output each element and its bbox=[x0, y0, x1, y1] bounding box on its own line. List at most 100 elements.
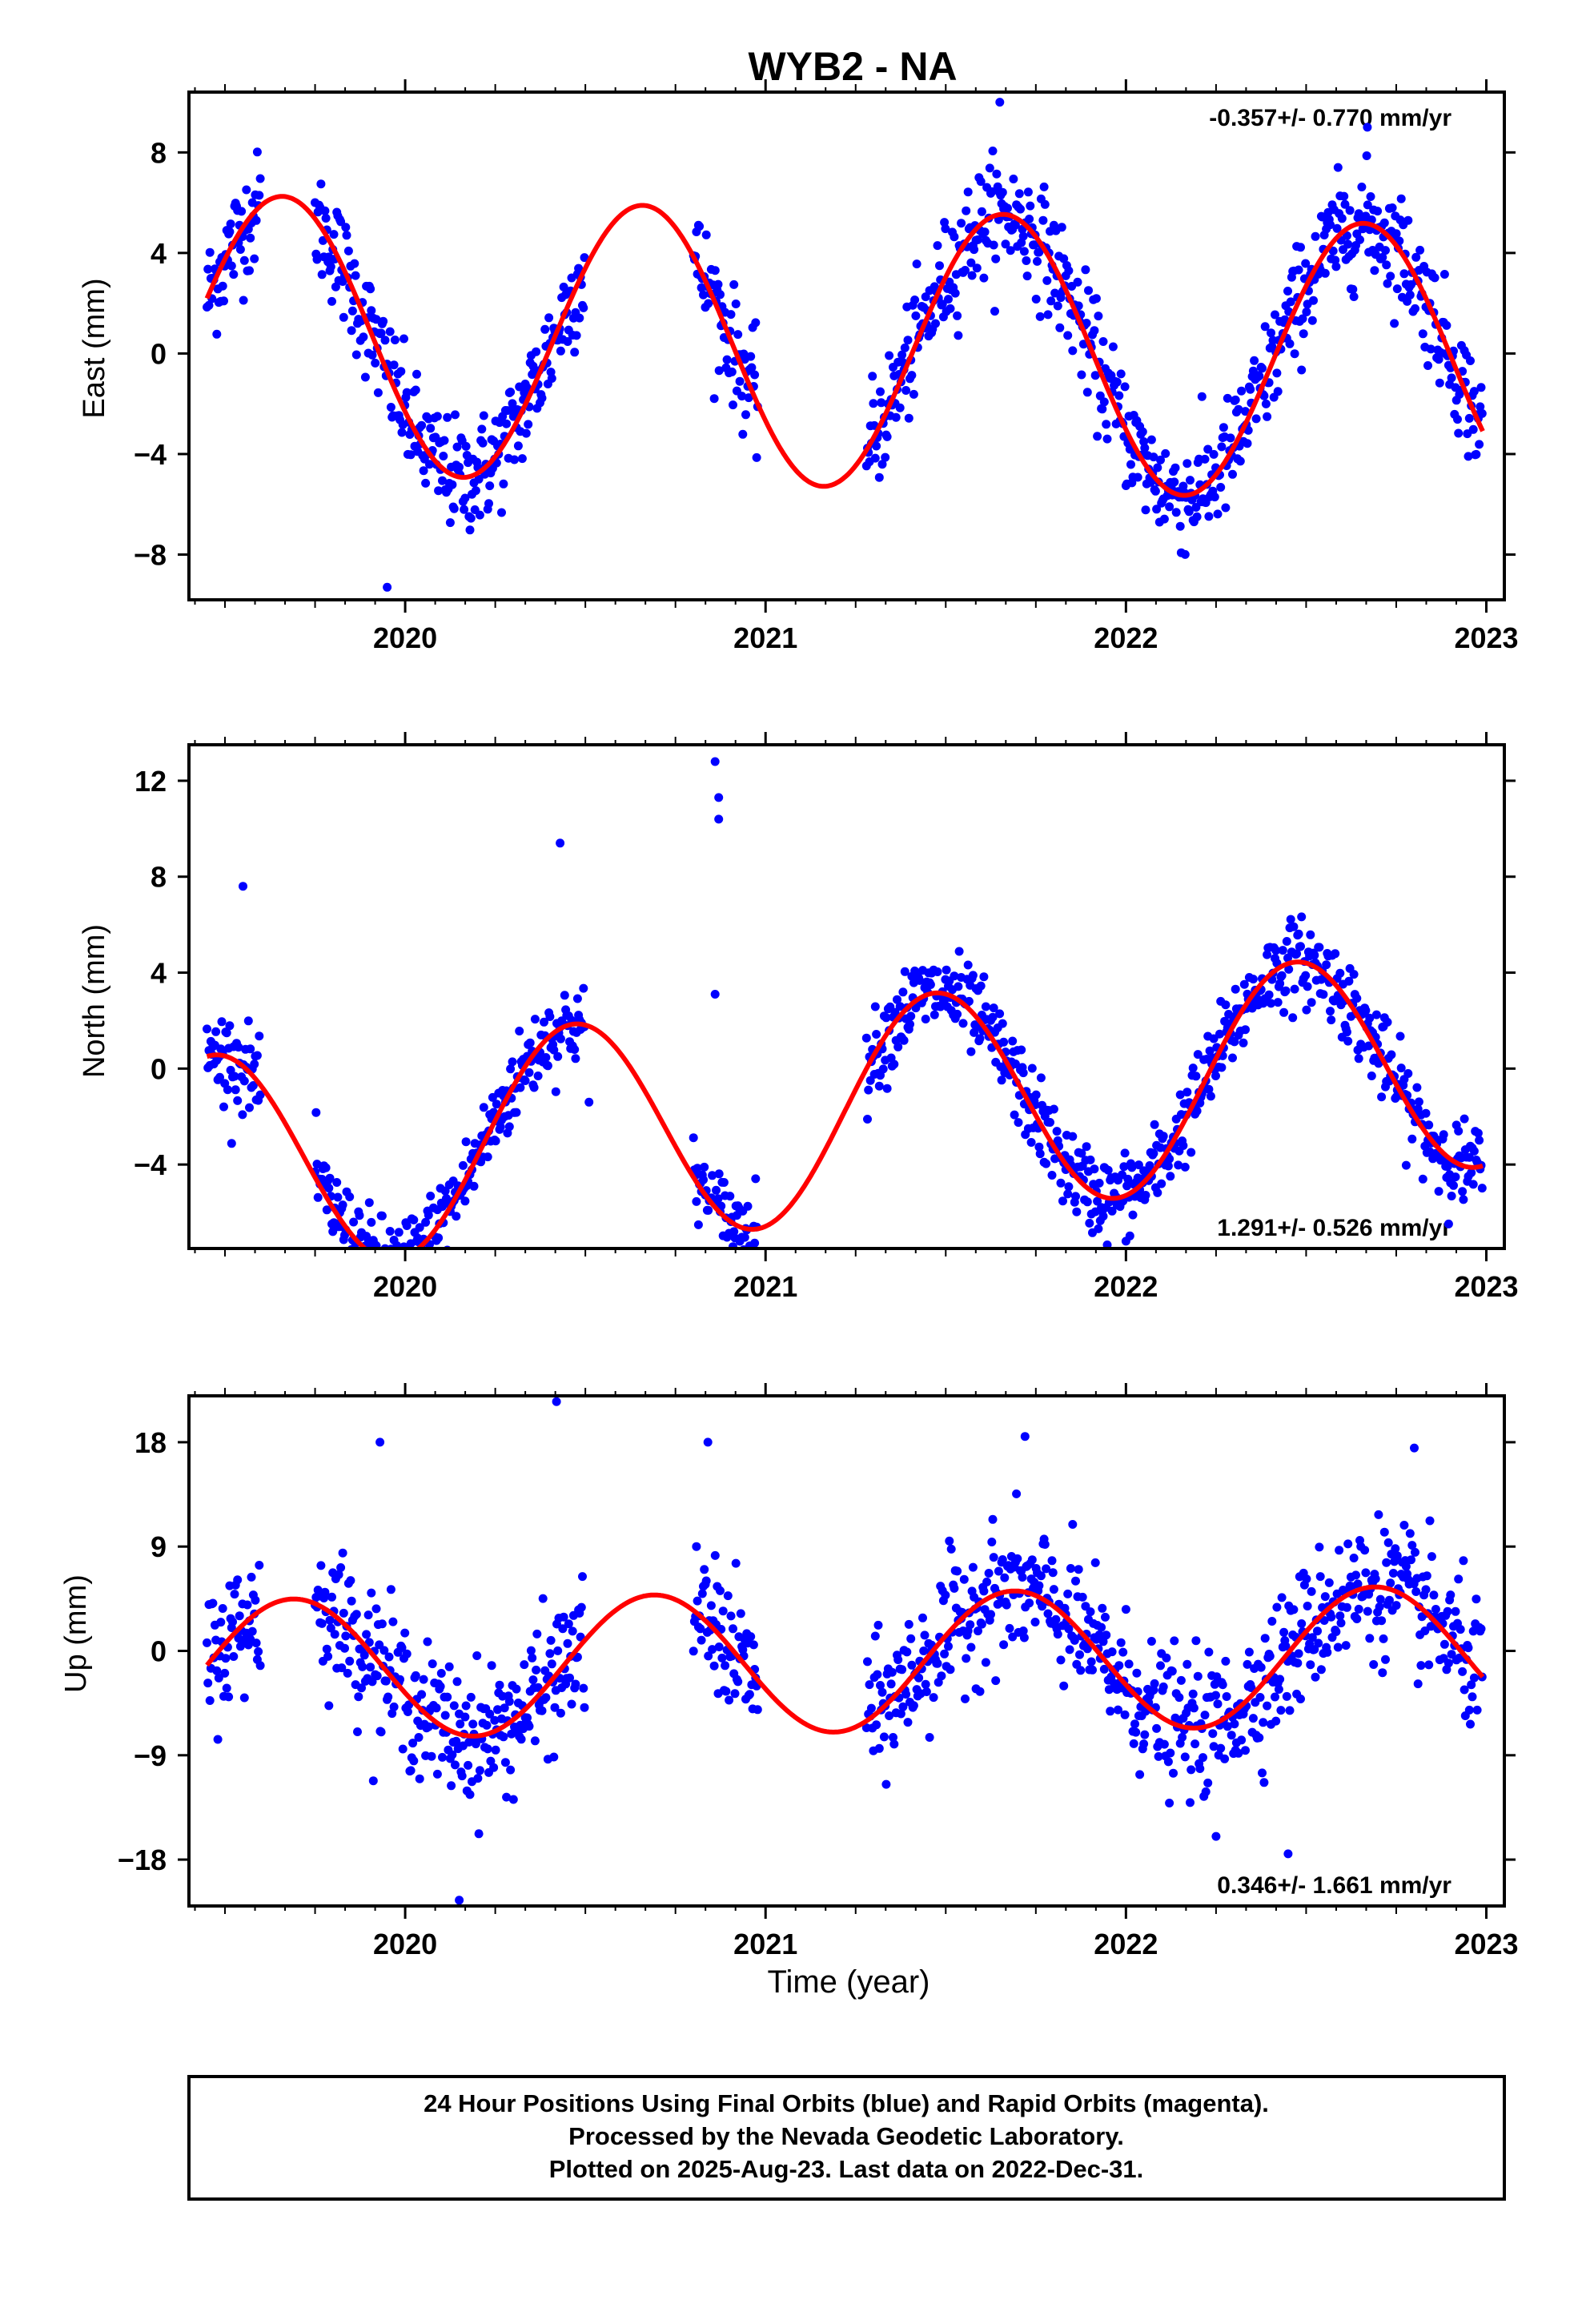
east-point bbox=[1250, 356, 1259, 365]
north-point bbox=[540, 1017, 548, 1027]
up-point bbox=[541, 1693, 551, 1703]
up-y-tick-label: 18 bbox=[135, 1426, 167, 1459]
east-point bbox=[449, 504, 459, 513]
east-point bbox=[255, 174, 265, 183]
north-point bbox=[549, 1045, 559, 1055]
up-point bbox=[1218, 1680, 1227, 1690]
north-point bbox=[1231, 984, 1240, 994]
up-point bbox=[1281, 1642, 1291, 1651]
north-point bbox=[1424, 1120, 1434, 1130]
east-point bbox=[1200, 454, 1210, 464]
north-point bbox=[219, 1102, 228, 1112]
up-point bbox=[696, 1624, 705, 1634]
up-point bbox=[959, 1574, 969, 1584]
east-point bbox=[1035, 312, 1045, 321]
up-point bbox=[1425, 1516, 1435, 1526]
up-point bbox=[1349, 1554, 1359, 1562]
north-point bbox=[1228, 1053, 1237, 1063]
up-point bbox=[1102, 1630, 1111, 1640]
up-point bbox=[255, 1661, 265, 1671]
up-point bbox=[1135, 1770, 1145, 1779]
up-point bbox=[1407, 1541, 1417, 1550]
up-point bbox=[1431, 1605, 1440, 1614]
north-point bbox=[719, 1178, 729, 1187]
east-point bbox=[556, 346, 565, 356]
north-point bbox=[1047, 1171, 1057, 1180]
north-point bbox=[239, 1076, 249, 1086]
east-point bbox=[988, 147, 998, 155]
north-point bbox=[579, 983, 588, 993]
up-point bbox=[1313, 1626, 1322, 1636]
north-point bbox=[1454, 1126, 1464, 1136]
north-point bbox=[1206, 1092, 1215, 1101]
east-point bbox=[406, 450, 416, 460]
north-point bbox=[252, 1051, 262, 1060]
up-point bbox=[1375, 1602, 1384, 1611]
up-point bbox=[322, 1644, 331, 1654]
north-point bbox=[1279, 1007, 1289, 1017]
east-point bbox=[974, 235, 982, 244]
up-point bbox=[493, 1705, 502, 1715]
north-point bbox=[753, 1252, 762, 1261]
up-point bbox=[887, 1667, 897, 1677]
north-point bbox=[1475, 1136, 1484, 1145]
east-point bbox=[704, 299, 713, 308]
east-point bbox=[961, 266, 970, 275]
north-point bbox=[1093, 1196, 1102, 1206]
east-point bbox=[312, 255, 322, 264]
up-point bbox=[1343, 1539, 1353, 1549]
up-point bbox=[222, 1683, 231, 1693]
north-point bbox=[942, 965, 951, 975]
up-y-tick-label: 0 bbox=[151, 1635, 167, 1668]
up-point bbox=[1210, 1679, 1219, 1689]
up-point bbox=[330, 1630, 339, 1639]
up-point bbox=[1297, 1619, 1307, 1628]
east-point bbox=[537, 393, 547, 403]
up-point bbox=[1070, 1635, 1079, 1645]
up-point bbox=[1237, 1735, 1247, 1745]
up-point bbox=[487, 1661, 496, 1671]
north-y-tick-label: −4 bbox=[134, 1148, 167, 1181]
up-point bbox=[941, 1590, 950, 1600]
east-point bbox=[877, 398, 886, 408]
east-point bbox=[1475, 440, 1484, 449]
up-y-tick-label: −18 bbox=[118, 1844, 167, 1876]
up-point bbox=[1132, 1668, 1142, 1678]
east-point bbox=[1355, 235, 1364, 244]
east-point bbox=[1033, 256, 1042, 266]
east-point bbox=[1153, 463, 1162, 472]
up-point bbox=[464, 1760, 473, 1770]
east-point bbox=[733, 330, 743, 340]
up-velocity-label: 0.346+/- 1.661 mm/yr bbox=[1217, 1872, 1452, 1899]
east-point bbox=[1098, 337, 1108, 346]
up-point bbox=[353, 1727, 362, 1736]
up-point bbox=[1178, 1732, 1187, 1742]
east-point bbox=[460, 493, 470, 503]
up-point bbox=[1038, 1602, 1047, 1611]
north-point bbox=[964, 996, 974, 1006]
up-point bbox=[243, 1600, 252, 1610]
east-point bbox=[935, 261, 944, 271]
east-point bbox=[1453, 415, 1462, 424]
north-point bbox=[1122, 1181, 1132, 1191]
east-point bbox=[524, 420, 533, 429]
north-point bbox=[325, 1173, 335, 1183]
up-point bbox=[1263, 1701, 1272, 1711]
up-point bbox=[1464, 1705, 1474, 1715]
up-point bbox=[1455, 1653, 1464, 1663]
up-point bbox=[1306, 1660, 1315, 1670]
north-point bbox=[1371, 1010, 1381, 1019]
north-point bbox=[1306, 930, 1315, 939]
up-data-points bbox=[203, 1397, 1487, 1905]
east-point bbox=[1349, 292, 1359, 301]
up-point bbox=[1315, 1572, 1325, 1582]
east-point bbox=[451, 410, 460, 420]
up-point bbox=[1375, 1594, 1385, 1604]
up-point bbox=[398, 1744, 408, 1754]
north-point bbox=[458, 1160, 468, 1170]
north-point bbox=[512, 1108, 521, 1117]
up-point bbox=[389, 1702, 399, 1711]
north-point bbox=[864, 1085, 873, 1095]
east-point bbox=[1320, 268, 1330, 278]
up-point bbox=[526, 1646, 536, 1655]
